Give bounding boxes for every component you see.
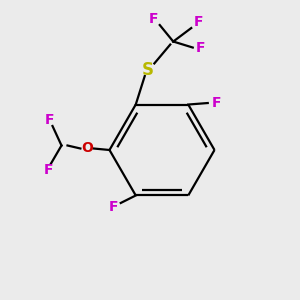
Text: F: F	[45, 113, 54, 127]
Text: O: O	[81, 142, 93, 155]
Text: F: F	[43, 163, 53, 176]
Text: F: F	[196, 40, 205, 55]
Text: F: F	[149, 12, 158, 26]
Text: F: F	[194, 15, 203, 29]
Text: F: F	[212, 96, 221, 110]
Text: S: S	[142, 61, 154, 79]
Text: F: F	[109, 200, 118, 214]
